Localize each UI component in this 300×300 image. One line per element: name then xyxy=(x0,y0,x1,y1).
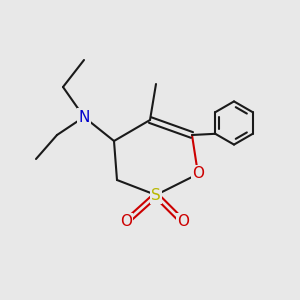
Text: O: O xyxy=(192,167,204,182)
Text: O: O xyxy=(120,214,132,230)
Text: N: N xyxy=(78,110,90,124)
Text: O: O xyxy=(177,214,189,230)
Text: S: S xyxy=(151,188,161,202)
